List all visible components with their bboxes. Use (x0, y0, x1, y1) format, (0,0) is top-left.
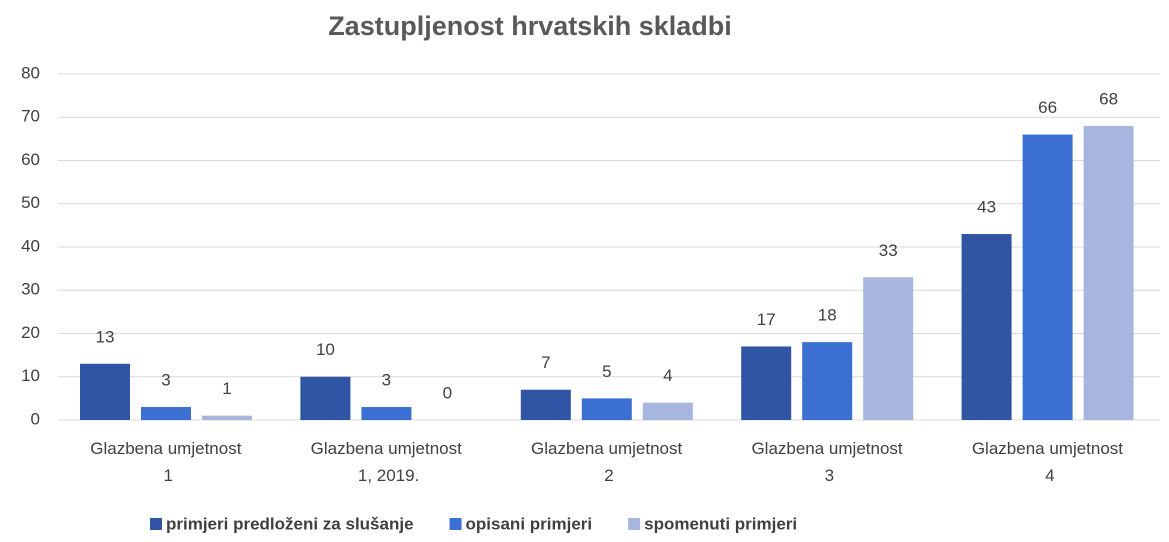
chart-title: Zastupljenost hrvatskih skladbi (328, 11, 732, 41)
bar (802, 342, 853, 420)
legend-swatch (150, 518, 162, 530)
y-tick-label: 80 (21, 63, 40, 82)
y-tick-label: 70 (21, 107, 40, 126)
data-label: 3 (161, 371, 170, 390)
bar (642, 402, 693, 420)
data-label: 7 (541, 353, 550, 372)
y-tick-label: 40 (21, 236, 40, 255)
data-label: 33 (879, 241, 898, 260)
bar (1083, 125, 1134, 421)
x-tick-label: Glazbena umjetnost 2 (531, 439, 687, 485)
data-label: 5 (602, 362, 611, 381)
legend-label: spomenuti primjeri (644, 514, 797, 533)
y-tick-label: 50 (21, 193, 40, 212)
data-label: 0 (443, 383, 452, 402)
legend-swatch (628, 518, 641, 530)
data-label: 4 (663, 366, 672, 385)
y-tick-label: 60 (21, 150, 40, 169)
data-label: 17 (757, 310, 776, 329)
data-label: 1 (222, 379, 231, 398)
data-label: 68 (1099, 89, 1118, 108)
bar (863, 277, 914, 420)
data-label: 13 (96, 327, 115, 346)
bar (1022, 134, 1073, 421)
bar (80, 363, 130, 420)
data-label: 43 (977, 198, 996, 217)
data-label: 18 (818, 306, 837, 325)
bar (961, 234, 1012, 420)
legend-label: primjeri predloženi za slušanje (166, 514, 414, 533)
data-label: 66 (1038, 98, 1057, 117)
bar (741, 346, 792, 420)
legend-swatch (449, 518, 462, 530)
bar (202, 415, 252, 420)
y-tick-label: 20 (21, 323, 40, 342)
x-tick-label: Glazbena umjetnost 1, 2019. (311, 439, 467, 485)
data-label: 10 (316, 340, 335, 359)
x-tick-label: Glazbena umjetnost 3 (751, 439, 907, 485)
bar (520, 389, 571, 420)
y-tick-label: 10 (21, 366, 40, 385)
data-label: 3 (382, 371, 391, 390)
y-tick-label: 30 (21, 280, 40, 299)
bar (300, 376, 351, 420)
bar (581, 398, 632, 420)
bar (141, 407, 191, 420)
legend-label: opisani primjeri (466, 514, 593, 533)
y-tick-label: 0 (31, 409, 40, 428)
x-tick-label: Glazbena umjetnost 1 (90, 439, 246, 485)
bar (361, 407, 412, 420)
x-tick-label: Glazbena umjetnost 4 (972, 439, 1128, 485)
